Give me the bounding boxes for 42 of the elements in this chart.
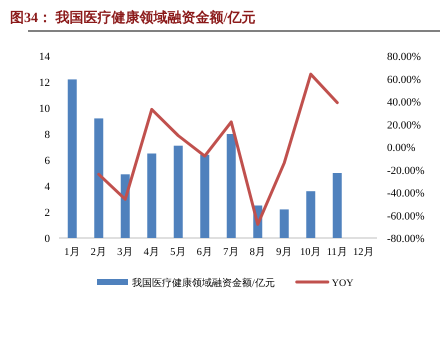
bar	[280, 209, 289, 238]
x-tick-label: 3月	[117, 246, 134, 258]
legend-label: 我国医疗健康领域融资金额/亿元	[132, 277, 275, 289]
x-tick-label: 7月	[223, 246, 240, 258]
x-tick-label: 6月	[196, 246, 213, 258]
y-tick-label: 0	[44, 233, 50, 245]
y2-tick-label: 0.00%	[387, 142, 416, 154]
y-tick-label: 14	[39, 51, 50, 63]
x-tick-label: 9月	[276, 246, 292, 258]
bar	[147, 154, 156, 238]
y2-tick-label: 40.00%	[387, 96, 421, 108]
y2-tick-label: -40.00%	[387, 188, 425, 200]
y-tick-label: 4	[44, 181, 50, 193]
y-tick-label: 12	[39, 77, 50, 89]
x-tick-label: 10月	[300, 246, 322, 258]
y2-tick-label: -60.00%	[387, 210, 425, 222]
x-tick-label: 8月	[250, 246, 266, 258]
bar	[94, 118, 104, 238]
bar	[200, 154, 210, 238]
bar	[174, 146, 183, 238]
bar	[306, 191, 316, 238]
bar	[226, 134, 236, 238]
chart-title: 图34： 我国医疗健康领域融资金额/亿元	[10, 9, 256, 26]
x-tick-label: 4月	[144, 246, 160, 258]
y2-tick-label: -20.00%	[387, 164, 425, 177]
y-tick-label: 8	[44, 129, 50, 141]
x-tick-label: 5月	[170, 246, 186, 258]
y2-tick-label: 60.00%	[387, 74, 421, 86]
x-tick-label: 11月	[326, 246, 348, 258]
bar	[332, 173, 342, 238]
legend-label: YOY	[332, 278, 354, 289]
y-tick-label: 6	[44, 155, 50, 167]
x-tick-label: 2月	[90, 246, 107, 258]
line-series	[97, 72, 339, 226]
y-tick-label: 2	[44, 207, 50, 219]
y2-tick-label: 20.00%	[387, 119, 421, 132]
x-tick-label: 1月	[64, 246, 80, 258]
y2-tick-label: -80.00%	[387, 233, 425, 245]
x-tick-label: 12月	[353, 246, 374, 258]
y-tick-label: 10	[39, 103, 50, 115]
bar	[68, 79, 77, 238]
y2-tick-label: 80.00%	[387, 51, 421, 63]
